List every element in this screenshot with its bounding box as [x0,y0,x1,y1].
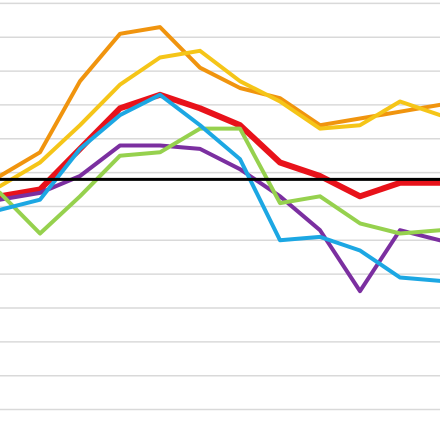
series-line-0 [0,25,440,178]
series-line-5 [0,92,440,283]
series-lines [0,25,440,294]
series-line-1 [0,48,440,189]
series-line-4 [0,126,440,236]
gridlines [0,2,440,411]
